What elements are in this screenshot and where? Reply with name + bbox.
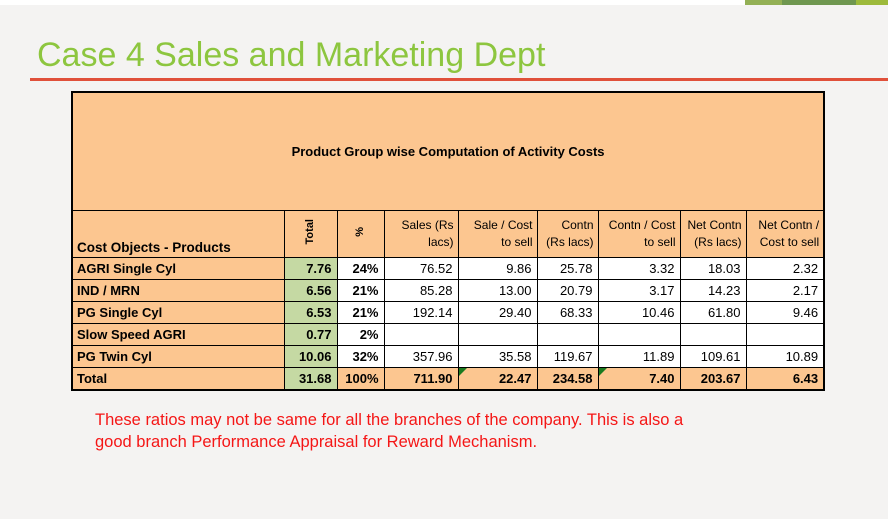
cell-contn: 68.33 xyxy=(536,300,599,324)
cell-total: 6.53 xyxy=(283,300,338,324)
cell-sale-cost: 13.00 xyxy=(457,278,538,302)
accent-bar-segment xyxy=(856,0,888,5)
cell-comment-flag-icon xyxy=(599,368,607,376)
col-header-net-contn-cost: Net Contn / Cost to sell xyxy=(745,209,825,258)
col-header-sales: Sales (Rs lacs) xyxy=(383,209,459,258)
table-total-row: Total 31.68 100% 711.90 22.47 234.58 7.4… xyxy=(71,366,825,391)
cell-percent: 21% xyxy=(336,300,385,324)
table-header-row: Cost Objects - Products Total % Sales (R… xyxy=(71,209,825,258)
col-header-sale-cost: Sale / Cost to sell xyxy=(457,209,538,258)
cell-total: 6.56 xyxy=(283,278,338,302)
cell-product: IND / MRN xyxy=(71,278,285,302)
cell-product: PG Twin Cyl xyxy=(71,344,285,368)
col-header-contn-cost: Contn / Cost to sell xyxy=(597,209,681,258)
table-row: PG Single Cyl 6.53 21% 192.14 29.40 68.3… xyxy=(71,300,825,324)
cell-percent: 2% xyxy=(336,322,385,346)
cell-contn-cost: 10.46 xyxy=(597,300,681,324)
cell-sales: 192.14 xyxy=(383,300,459,324)
cell-comment-flag-icon xyxy=(459,368,467,376)
cell-net-contn-cost: 2.17 xyxy=(745,278,825,302)
cell-contn: 119.67 xyxy=(536,344,599,368)
cell-net-contn-cost: 9.46 xyxy=(745,300,825,324)
cell-contn-cost: 11.89 xyxy=(597,344,681,368)
footnote-line: good branch Performance Appraisal for Re… xyxy=(95,433,538,451)
table-row: IND / MRN 6.56 21% 85.28 13.00 20.79 3.1… xyxy=(71,278,825,302)
col-header-products: Cost Objects - Products xyxy=(71,209,285,258)
cell-sales: 357.96 xyxy=(383,344,459,368)
cell-net-contn-cost: 10.89 xyxy=(745,344,825,368)
cell-total: 7.76 xyxy=(283,256,338,280)
cell-total: 0.77 xyxy=(283,322,338,346)
table-row: Slow Speed AGRI 0.77 2% xyxy=(71,322,825,346)
cell-net-contn: 61.80 xyxy=(679,300,747,324)
cell-percent: 24% xyxy=(336,256,385,280)
cell-net-contn: 18.03 xyxy=(679,256,747,280)
cell-contn-cost xyxy=(597,322,681,346)
table-row: AGRI Single Cyl 7.76 24% 76.52 9.86 25.7… xyxy=(71,256,825,280)
cell-sales: 711.90 xyxy=(383,366,459,391)
cell-sales: 85.28 xyxy=(383,278,459,302)
cell-net-contn-cost: 2.32 xyxy=(745,256,825,280)
cell-contn-cost: 7.40 xyxy=(597,366,681,391)
cell-total: 10.06 xyxy=(283,344,338,368)
cell-product: Total xyxy=(71,366,285,391)
cell-contn: 20.79 xyxy=(536,278,599,302)
cell-sale-cost xyxy=(457,322,538,346)
cell-sale-cost: 22.47 xyxy=(457,366,538,391)
cell-total: 31.68 xyxy=(283,366,338,391)
col-header-contn: Contn (Rs lacs) xyxy=(536,209,599,258)
table-title-row: Product Group wise Computation of Activi… xyxy=(71,91,825,211)
cell-product: PG Single Cyl xyxy=(71,300,285,324)
cell-net-contn: 14.23 xyxy=(679,278,747,302)
cell-sales: 76.52 xyxy=(383,256,459,280)
slide-title: Case 4 Sales and Marketing Dept xyxy=(37,36,546,74)
top-margin-strip xyxy=(0,0,888,5)
footnote-line: These ratios may not be same for all the… xyxy=(95,411,684,429)
cell-contn-cost: 3.32 xyxy=(597,256,681,280)
col-header-total: Total xyxy=(283,209,338,258)
table-row: PG Twin Cyl 10.06 32% 357.96 35.58 119.6… xyxy=(71,344,825,368)
title-underline-rule xyxy=(30,78,888,81)
cell-net-contn xyxy=(679,322,747,346)
cell-percent: 32% xyxy=(336,344,385,368)
col-header-percent: % xyxy=(336,209,385,258)
cell-sale-cost: 9.86 xyxy=(457,256,538,280)
cell-contn: 25.78 xyxy=(536,256,599,280)
cell-net-contn: 203.67 xyxy=(679,366,747,391)
cell-contn xyxy=(536,322,599,346)
cell-product: Slow Speed AGRI xyxy=(71,322,285,346)
col-header-net-contn: Net Contn (Rs lacs) xyxy=(679,209,747,258)
cell-sale-cost: 35.58 xyxy=(457,344,538,368)
cell-sale-cost: 29.40 xyxy=(457,300,538,324)
slide-accent-bar xyxy=(745,0,888,5)
footnote: These ratios may not be same for all the… xyxy=(95,409,805,453)
cell-product: AGRI Single Cyl xyxy=(71,256,285,280)
cell-sales xyxy=(383,322,459,346)
cell-net-contn-cost xyxy=(745,322,825,346)
cell-contn-cost: 3.17 xyxy=(597,278,681,302)
accent-bar-segment xyxy=(782,0,856,5)
accent-bar-segment xyxy=(745,0,782,5)
activity-cost-table: Product Group wise Computation of Activi… xyxy=(71,91,826,391)
table-title: Product Group wise Computation of Activi… xyxy=(71,91,825,211)
cell-net-contn: 109.61 xyxy=(679,344,747,368)
cell-percent: 21% xyxy=(336,278,385,302)
cell-net-contn-cost: 6.43 xyxy=(745,366,825,391)
cell-percent: 100% xyxy=(336,366,385,391)
cell-contn: 234.58 xyxy=(536,366,599,391)
